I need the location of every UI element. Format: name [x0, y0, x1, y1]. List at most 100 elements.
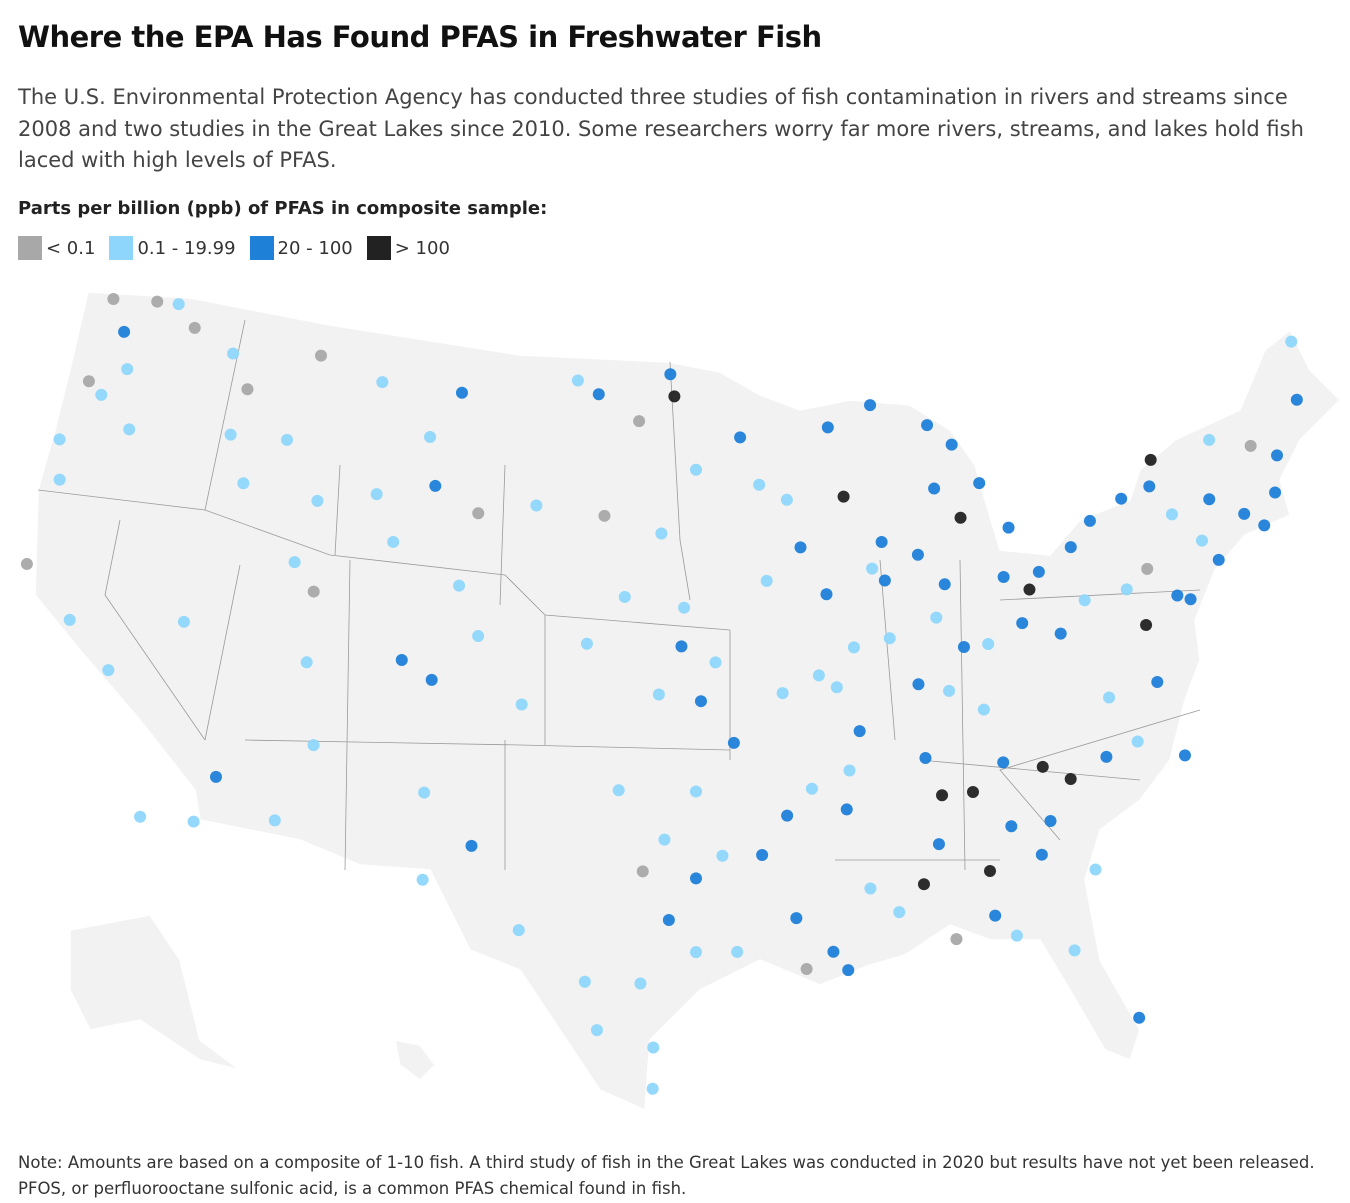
legend-item: 20 - 100: [249, 236, 353, 260]
site-dot: [288, 556, 301, 569]
site-dot: [512, 924, 525, 937]
title: Where the EPA Has Found PFAS in Freshwat…: [18, 20, 822, 54]
site-dot: [578, 975, 591, 988]
legend-item: 0.1 - 19.99: [109, 236, 236, 260]
site-dot: [668, 390, 681, 403]
site-dot: [455, 386, 468, 399]
site-dot: [930, 611, 943, 624]
basemap: [34, 291, 1342, 1112]
site-dot: [843, 764, 856, 777]
site-dot: [812, 669, 825, 682]
site-dot: [938, 578, 951, 591]
site-dot: [1171, 589, 1184, 602]
site-dot: [919, 752, 932, 765]
legend-swatch: [249, 236, 274, 260]
site-dot: [1100, 750, 1113, 763]
site-dot: [82, 375, 95, 388]
site-dot: [634, 977, 647, 990]
site-dot: [921, 419, 934, 432]
site-dot: [1144, 453, 1157, 466]
site-dot: [1054, 627, 1067, 640]
site-dot: [1151, 675, 1164, 688]
site-dot: [1290, 393, 1303, 406]
site-dot: [664, 368, 677, 381]
site-dot: [53, 473, 66, 486]
site-dot: [781, 809, 794, 822]
site-dot: [647, 1041, 660, 1054]
site-dot: [590, 1024, 603, 1037]
note: Note: Amounts are based on a composite o…: [18, 1153, 1315, 1172]
site-dot: [307, 739, 320, 752]
site-dot: [830, 681, 843, 694]
site-dot: [800, 963, 813, 976]
site-dot: [1178, 749, 1191, 762]
legend-label: > 100: [394, 237, 450, 259]
site-dot: [1083, 514, 1096, 527]
subtitle: The U.S. Environmental Protection Agency…: [18, 85, 1304, 172]
site-dot: [864, 882, 877, 895]
site-dot: [936, 789, 949, 802]
site-dot: [966, 785, 979, 798]
site-dot: [652, 688, 665, 701]
site-dot: [227, 347, 240, 360]
site-dot: [151, 295, 164, 308]
legend-swatch: [366, 236, 391, 260]
site-dot: [837, 490, 850, 503]
site-dot: [690, 785, 702, 798]
site-dot: [376, 376, 389, 389]
site-dot: [1131, 735, 1144, 748]
site-dot: [134, 810, 147, 823]
legend-item: > 100: [366, 236, 450, 260]
site-dot: [1115, 492, 1128, 505]
site-dot: [1133, 1011, 1146, 1024]
site-dot: [123, 423, 136, 436]
border: [37, 319, 1201, 871]
site-dot: [107, 292, 120, 305]
site-dot: [678, 601, 691, 614]
site-dot: [1271, 449, 1284, 462]
site-dot: [237, 477, 250, 490]
site-dot: [95, 388, 108, 401]
site-dot: [418, 786, 431, 799]
site-dot: [465, 839, 478, 852]
site-dot: [820, 588, 833, 601]
site-dot: [912, 678, 925, 691]
site-dot: [1285, 335, 1298, 348]
site-dot: [1068, 944, 1081, 957]
site-dot: [580, 637, 593, 650]
site-dot: [571, 374, 584, 387]
site-dot: [370, 488, 383, 501]
site-dot: [1089, 863, 1102, 876]
legend-label: < 0.1: [46, 237, 96, 259]
site-dot: [172, 298, 185, 311]
site-dot: [716, 849, 729, 862]
site-dot: [842, 964, 855, 977]
site-dot: [53, 433, 66, 446]
site-dot: [281, 433, 294, 446]
site-dot: [387, 535, 400, 548]
site-dot: [954, 511, 967, 524]
site-dot: [1002, 521, 1015, 534]
site-dot: [734, 431, 747, 444]
site-dot: [827, 945, 840, 958]
site-dot: [1258, 519, 1271, 532]
site-dot: [911, 548, 924, 561]
site-dot: [395, 654, 408, 667]
site-dot: [1023, 583, 1036, 596]
site-dot: [950, 933, 963, 946]
site-dot: [1010, 929, 1023, 942]
legend: < 0.1 0.1 - 19.99 20 - 100 > 100: [18, 236, 450, 260]
site-dot: [425, 673, 438, 686]
hawaii: [394, 1039, 436, 1081]
site-dot: [1143, 480, 1156, 493]
site-dot: [424, 430, 437, 443]
site-dot: [1032, 565, 1045, 578]
site-dot: [875, 536, 888, 549]
site-dot: [776, 687, 789, 700]
site-dot: [598, 509, 611, 522]
site-dot: [1036, 760, 1049, 773]
site-dot: [1269, 486, 1282, 499]
site-dot: [1244, 439, 1257, 452]
site-dot: [1165, 508, 1178, 521]
